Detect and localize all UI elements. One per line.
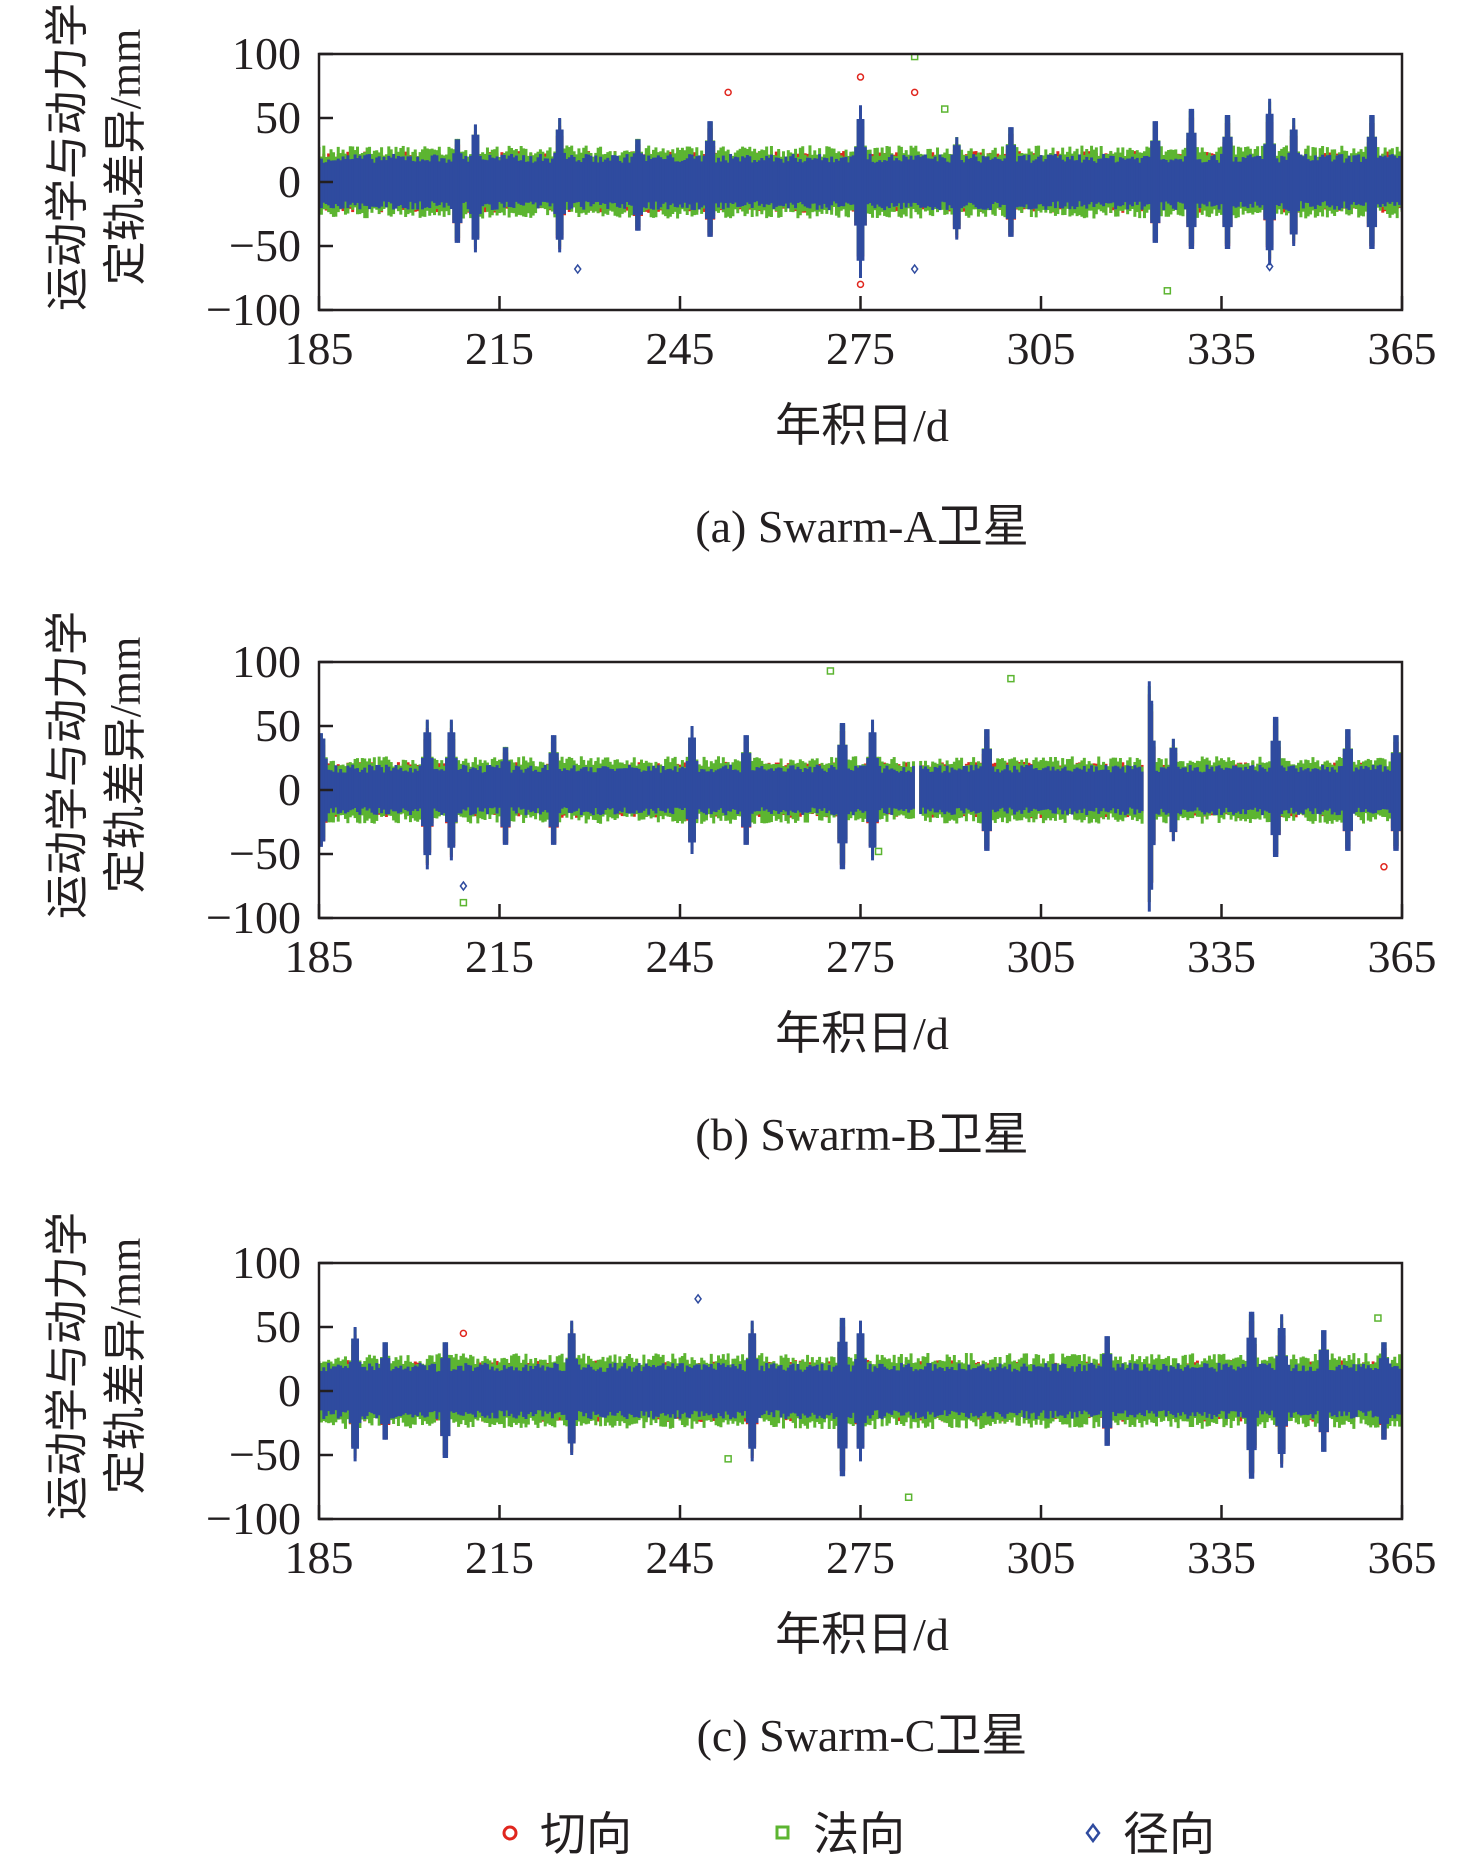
x-tick-label: 365 [1368, 1532, 1437, 1583]
outlier-point [573, 263, 582, 275]
panel-caption: (c) Swarm-C卫星 [697, 1710, 1028, 1761]
y-tick-label: 50 [255, 92, 301, 143]
series-radial [319, 1311, 1402, 1479]
x-tick-label: 305 [1007, 931, 1076, 982]
outlier-point [724, 88, 732, 97]
x-tick-label: 275 [826, 1532, 895, 1583]
y-tick-label: 100 [232, 28, 301, 79]
y-axis-label-line-1: 运动学与动力学 [43, 1212, 92, 1520]
x-tick-label: 335 [1187, 323, 1256, 374]
x-tick-label: 185 [285, 323, 354, 374]
legend-marker-tangential [502, 1825, 518, 1841]
outlier-point [910, 54, 919, 61]
x-tick-label: 275 [826, 931, 895, 982]
panel-caption: (a) Swarm-A卫星 [695, 501, 1028, 552]
chart-panel-1: 185 215 245 275 305 335 365 100 50 0 −50 −100 运动学与动力… [43, 3, 1437, 552]
y-tick-label: 0 [278, 156, 301, 207]
outlier-point [1380, 863, 1388, 871]
y-tick-label: 0 [278, 1365, 301, 1416]
legend-marker-normal [775, 1825, 790, 1840]
y-tick-label: 50 [255, 1301, 301, 1352]
y-tick-label: 100 [232, 1237, 301, 1288]
y-tick-label: −100 [206, 892, 301, 943]
legend-marker-radial [1085, 1822, 1101, 1844]
series-radial [319, 98, 1402, 278]
x-tick-label: 215 [465, 323, 534, 374]
outlier-point [856, 73, 865, 81]
panel-caption: (b) Swarm-B卫星 [695, 1109, 1028, 1160]
y-tick-label: −50 [229, 828, 301, 879]
outlier-point [910, 263, 919, 275]
x-tick-label: 305 [1007, 323, 1076, 374]
outlier-point [694, 1293, 702, 1305]
x-axis-label: 年积日/d [775, 400, 949, 451]
x-tick-label: 305 [1007, 1532, 1076, 1583]
x-tick-label: 335 [1187, 1532, 1256, 1583]
y-tick-label: 100 [232, 636, 301, 687]
y-axis-label-line-2: 定轨差异/mm [101, 637, 150, 894]
x-tick-label: 245 [646, 323, 715, 374]
outlier-point [1265, 261, 1274, 272]
series-radial [319, 681, 1402, 912]
y-tick-label: −100 [206, 284, 301, 335]
x-tick-label: 215 [465, 1532, 534, 1583]
x-axis-label: 年积日/d [775, 1008, 949, 1059]
outlier-point [459, 880, 468, 892]
outlier-point [940, 105, 949, 113]
y-tick-label: 50 [255, 700, 301, 751]
outlier-point [826, 667, 835, 675]
outlier-point [1163, 287, 1172, 295]
y-axis-label-line-1: 运动学与动力学 [43, 3, 92, 311]
x-tick-label: 185 [285, 931, 354, 982]
x-axis-label: 年积日/d [775, 1609, 949, 1660]
y-axis-label-line-2: 定轨差异/mm [101, 1238, 150, 1495]
x-tick-label: 335 [1187, 931, 1256, 982]
x-tick-label: 185 [285, 1532, 354, 1583]
outlier-point [724, 1455, 732, 1463]
chart-panel-3: 185 215 245 275 305 335 365 100 50 0 −50 −100 运动学与动力… [43, 1212, 1437, 1761]
y-tick-label: −50 [229, 1429, 301, 1480]
outlier-point [459, 898, 468, 907]
x-tick-label: 365 [1368, 931, 1437, 982]
x-tick-label: 215 [465, 931, 534, 982]
legend: 切向 法向 径向 [502, 1809, 1215, 1860]
x-tick-label: 245 [646, 931, 715, 982]
legend-label-tangential: 切向 [540, 1809, 632, 1860]
legend-label-radial: 径向 [1123, 1809, 1215, 1860]
outlier-point [910, 88, 919, 97]
x-tick-label: 245 [646, 1532, 715, 1583]
outlier-point [1374, 1314, 1382, 1322]
outlier-point [856, 280, 865, 289]
outlier-point [1007, 674, 1015, 683]
data-marks [319, 54, 1402, 295]
y-axis-label-line-2: 定轨差异/mm [101, 29, 150, 286]
x-tick-label: 275 [826, 323, 895, 374]
y-tick-label: −100 [206, 1493, 301, 1544]
y-axis-label-line-1: 运动学与动力学 [43, 611, 92, 919]
chart-panel-2: 185 215 245 275 305 335 365 100 50 0 −50 −100 运动学与动力… [43, 611, 1437, 1160]
outlier-point [874, 847, 883, 856]
outlier-point [459, 1329, 468, 1338]
y-tick-label: −50 [229, 220, 301, 271]
outlier-point [904, 1493, 913, 1501]
data-marks [319, 1293, 1402, 1501]
legend-label-normal: 法向 [813, 1809, 905, 1860]
x-tick-label: 365 [1368, 323, 1437, 374]
y-tick-label: 0 [278, 764, 301, 815]
data-marks [319, 667, 1402, 912]
